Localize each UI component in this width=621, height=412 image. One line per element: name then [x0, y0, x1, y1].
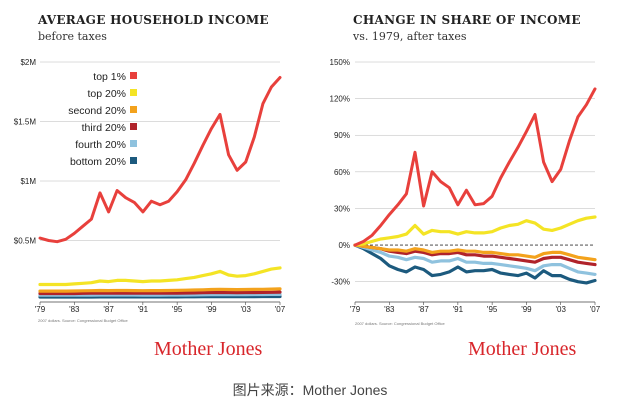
- series-line-bottom-20-: [38, 294, 282, 299]
- image-caption: 图片来源：Mother Jones: [233, 382, 388, 398]
- source-note: 2007 dollars. Source: Congressional Budg…: [38, 318, 129, 323]
- legend-swatch: [130, 140, 137, 147]
- x-tick-label: '99: [206, 305, 217, 314]
- x-tick-label: '99: [521, 305, 532, 314]
- legend-label: second 20%: [68, 105, 126, 117]
- y-tick-label: 0%: [338, 241, 350, 250]
- x-tick-label: '95: [172, 305, 183, 314]
- x-tick-label: '83: [384, 305, 395, 314]
- x-tick-label: '07: [275, 305, 286, 314]
- y-axis: -30% 0% 30% 60% 90% 120% 150%: [330, 58, 350, 287]
- series-line-bottom-20-: [353, 243, 597, 285]
- x-tick-label: '03: [240, 305, 251, 314]
- legend-swatch: [130, 72, 137, 79]
- income-chart: AVERAGE HOUSEHOLD INCOME before taxes $0…: [14, 13, 286, 360]
- brand-logo: Mother Jones: [154, 338, 263, 360]
- series-line-third-20-: [38, 290, 282, 296]
- y-tick-label: 60%: [334, 168, 350, 177]
- grid: [40, 61, 280, 241]
- y-tick-label: $1.5M: [14, 118, 37, 127]
- legend: top 1% top 20% second 20% third 20% fourth 2…: [68, 71, 137, 168]
- y-tick-label: $0.5M: [14, 237, 37, 246]
- legend-label: bottom 20%: [70, 156, 126, 168]
- legend-swatch: [130, 123, 137, 130]
- x-tick-label: '91: [453, 305, 464, 314]
- chart-subtitle: vs. 1979, after taxes: [352, 30, 467, 43]
- y-tick-label: 120%: [330, 95, 350, 104]
- chart-title: AVERAGE HOUSEHOLD INCOME: [37, 13, 269, 27]
- share-chart: CHANGE IN SHARE OF INCOME vs. 1979, afte…: [330, 13, 601, 360]
- legend-label: third 20%: [82, 122, 126, 134]
- series-line-top-20-: [353, 215, 597, 247]
- legend-label: fourth 20%: [75, 139, 126, 151]
- series-line-fourth-20-: [38, 292, 282, 297]
- y-tick-label: $1M: [20, 177, 36, 186]
- x-axis: '79 '83 '87 '91 '95 '99 '03 '07: [35, 301, 286, 314]
- series-lines: [38, 76, 282, 299]
- y-tick-label: $2M: [20, 58, 36, 67]
- series-line-top-20-: [38, 266, 282, 287]
- series-line-fourth-20-: [353, 243, 597, 276]
- y-tick-label: -30%: [331, 278, 350, 287]
- y-tick-label: 150%: [330, 58, 350, 67]
- series-line-top-1-: [353, 87, 597, 247]
- legend-label: top 20%: [87, 88, 126, 100]
- series-lines: [353, 87, 597, 285]
- x-tick-label: '07: [590, 305, 601, 314]
- legend-label: top 1%: [93, 71, 126, 83]
- legend-swatch: [130, 106, 137, 113]
- x-tick-label: '87: [103, 305, 114, 314]
- chart-title: CHANGE IN SHARE OF INCOME: [353, 13, 581, 27]
- x-tick-label: '83: [69, 305, 80, 314]
- source-note: 2007 dollars. Source: Congressional Budg…: [355, 321, 446, 326]
- x-tick-label: '79: [35, 305, 46, 314]
- x-tick-label: '79: [350, 305, 361, 314]
- x-tick-label: '91: [138, 305, 149, 314]
- x-tick-label: '87: [418, 305, 429, 314]
- y-axis: $0.5M $1M $1.5M $2M: [14, 58, 37, 246]
- legend-swatch: [130, 157, 137, 164]
- series-line-third-20-: [353, 243, 597, 267]
- legend-swatch: [130, 89, 137, 96]
- series-line-second-20-: [38, 287, 282, 293]
- brand-logo: Mother Jones: [468, 338, 577, 360]
- y-tick-label: 30%: [334, 204, 350, 213]
- chart-subtitle: before taxes: [38, 30, 107, 43]
- y-tick-label: 90%: [334, 131, 350, 140]
- x-axis: '79 '83 '87 '91 '95 '99 '03 '07: [350, 301, 601, 314]
- x-tick-label: '03: [555, 305, 566, 314]
- x-tick-label: '95: [487, 305, 498, 314]
- series-line-second-20-: [353, 243, 597, 262]
- series-line-top-1-: [38, 76, 282, 244]
